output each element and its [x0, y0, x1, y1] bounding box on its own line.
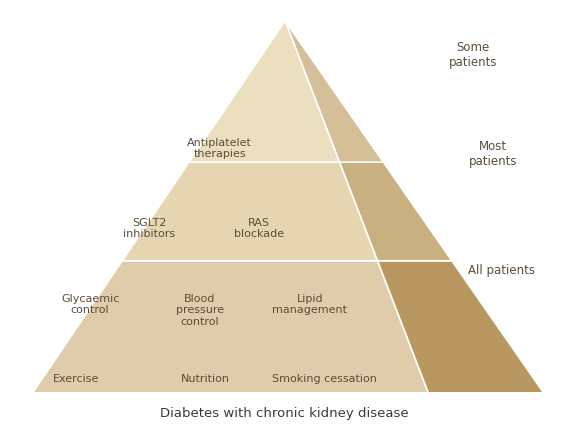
Text: SGLT2
inhibitors: SGLT2 inhibitors — [123, 217, 175, 239]
Text: RAS
blockade: RAS blockade — [234, 217, 284, 239]
Text: Antiplatelet
therapies: Antiplatelet therapies — [187, 137, 252, 159]
Text: Nutrition: Nutrition — [181, 373, 230, 383]
Polygon shape — [32, 261, 428, 393]
Text: Smoking cessation: Smoking cessation — [271, 373, 376, 383]
Polygon shape — [377, 261, 544, 393]
Text: Exercise: Exercise — [53, 373, 99, 383]
Polygon shape — [122, 163, 377, 261]
Polygon shape — [285, 22, 384, 163]
Text: All patients: All patients — [468, 263, 535, 276]
Text: Glycaemic
control: Glycaemic control — [61, 293, 119, 314]
Text: Some
patients: Some patients — [449, 41, 497, 69]
Text: Lipid
management: Lipid management — [273, 293, 347, 314]
Polygon shape — [189, 22, 340, 163]
Text: Blood
pressure
control: Blood pressure control — [176, 293, 224, 326]
Text: Diabetes with chronic kidney disease: Diabetes with chronic kidney disease — [160, 406, 409, 419]
Text: Most
patients: Most patients — [469, 140, 517, 168]
Polygon shape — [340, 163, 452, 261]
